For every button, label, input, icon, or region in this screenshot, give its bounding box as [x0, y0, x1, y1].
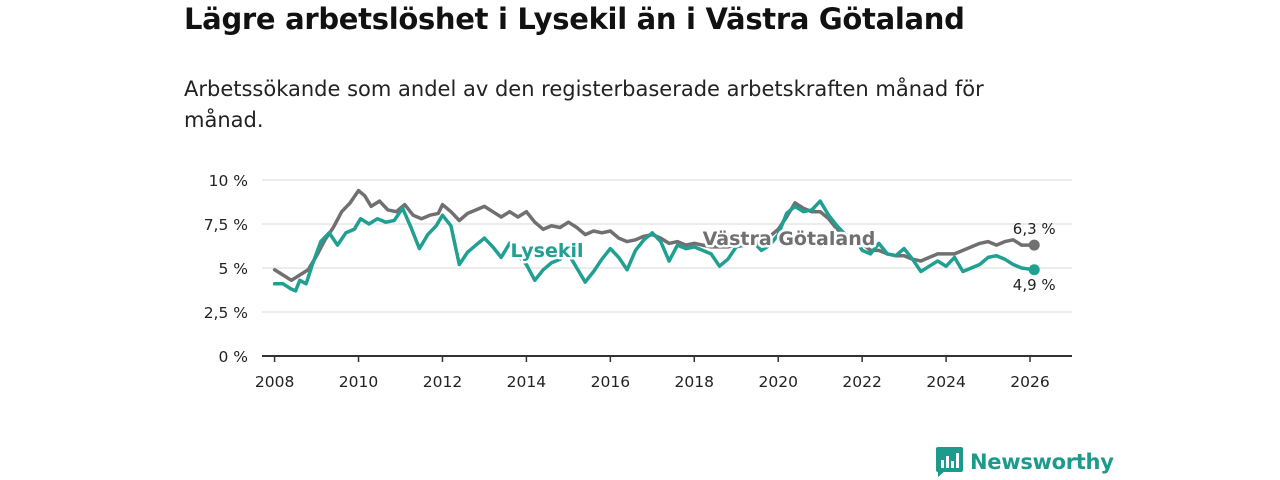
axes: 0 % 2,5 % 5 % 7,5 % 10 % 2008 2010 2012 2014 2016…: [204, 172, 1072, 391]
x-tick-label: 2014: [507, 373, 546, 391]
y-tick-label: 7,5 %: [204, 216, 248, 234]
x-tick-label: 2018: [675, 373, 714, 391]
y-tick-label: 2,5 %: [204, 304, 248, 322]
series-line-lysekil: [272, 199, 1036, 293]
y-tick-label: 10 %: [209, 172, 248, 190]
y-tick-label: 5 %: [218, 260, 248, 278]
x-tick-label: 2010: [339, 373, 378, 391]
x-tick-label: 2024: [926, 373, 965, 391]
x-tick-label: 2016: [591, 373, 630, 391]
series-end-marker-lysekil: [1028, 264, 1040, 276]
newsworthy-logo-icon: [936, 447, 963, 477]
x-tick-label: 2008: [255, 373, 294, 391]
y-tick-label: 0 %: [218, 348, 248, 366]
series-end-marker-västra-götaland: [1028, 239, 1040, 251]
series-labels: 6,3 % 4,9 % Västra Götaland Lysekil: [508, 220, 1056, 294]
end-value-label-västra-götaland: 6,3 %: [1013, 220, 1056, 238]
x-tick-label: 2026: [1010, 373, 1049, 391]
brand-logo[interactable]: Newsworthy: [936, 447, 1114, 477]
chart-subtitle: Arbetssökande som andel av den registerb…: [184, 77, 984, 132]
series-name-label-lysekil: Lysekil: [510, 240, 583, 262]
end-value-label-lysekil: 4,9 %: [1013, 276, 1056, 294]
x-tick-label: 2020: [758, 373, 797, 391]
gridlines: [262, 179, 1072, 313]
x-tick-label: 2012: [423, 373, 462, 391]
chart-title: Lägre arbetslöshet i Lysekil än i Västra…: [184, 2, 965, 36]
brand-name: Newsworthy: [970, 450, 1114, 474]
x-tick-label: 2022: [842, 373, 881, 391]
series-lines: [272, 188, 1040, 293]
series-name-label-västra-götaland: Västra Götaland: [703, 228, 876, 250]
